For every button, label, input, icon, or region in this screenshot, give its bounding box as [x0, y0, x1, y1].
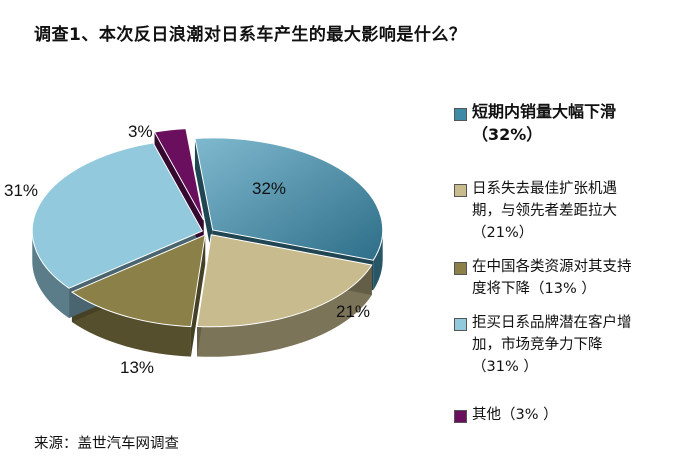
legend-text-3-1: 加，市场竞争力下降 — [472, 337, 603, 353]
legend-item-4: 其他（3% ） — [452, 404, 693, 426]
legend-swatch-2 — [454, 262, 467, 275]
legend-text-4-0: 其他（3% ） — [472, 407, 558, 423]
legend-item-1: 日系失去最佳扩张机遇 期，与领先者差距拉大 （21%） — [452, 178, 693, 244]
legend-swatch-4 — [454, 410, 467, 423]
slice-label-1: 21% — [336, 302, 371, 321]
pie-slice-4 — [153, 128, 205, 221]
pie-slice-face-0 — [194, 138, 213, 260]
legend-item-3: 拒买日系品牌潜在客户增 加，市场竞争力下降 （31% ） — [452, 312, 693, 378]
legend-text-3-2: （31% ） — [472, 359, 538, 375]
legend-text-1-1: 期，与领先者差距拉大 — [472, 203, 617, 219]
pie-chart — [31, 128, 384, 357]
pie-slice-side-0 — [373, 229, 383, 291]
legend-text-2-1: 度将下降（13% ） — [472, 281, 596, 297]
pie-slice-side-1 — [197, 265, 372, 357]
slice-label-4: 3% — [128, 122, 153, 141]
pie-slice-2 — [70, 234, 206, 328]
legend-text-1-0: 日系失去最佳扩张机遇 — [472, 181, 617, 197]
legend-text-1-2: （21%） — [472, 225, 534, 241]
source-note: 来源：盖世汽车网调查 — [34, 436, 179, 452]
chart-title: 调查1、本次反日浪潮对日系车产生的最大影响是什么？ — [34, 25, 467, 45]
slice-label-2: 13% — [120, 358, 155, 377]
legend-text-2-0: 在中国各类资源对其支持 — [472, 259, 632, 275]
slice-label-0: 32% — [252, 179, 287, 198]
slice-label-3: 31% — [4, 181, 39, 200]
pie-slice-side-3 — [32, 231, 70, 319]
legend-text-3-0: 拒买日系品牌潜在客户增 — [472, 315, 632, 331]
legend-swatch-3 — [454, 318, 467, 331]
legend-swatch-0 — [454, 108, 467, 121]
pie-slice-3 — [31, 142, 203, 289]
pie-slice-1 — [196, 234, 373, 328]
legend-item-2: 在中国各类资源对其支持 度将下降（13% ） — [452, 256, 693, 300]
legend-text-0-0: 短期内销量大幅下滑 — [472, 102, 617, 121]
legend-text-0-1: （32%） — [472, 125, 543, 144]
pie-slice-0 — [194, 137, 384, 261]
legend-swatch-1 — [454, 184, 467, 197]
legend-item-0: 短期内销量大幅下滑 （32%） — [452, 100, 693, 146]
